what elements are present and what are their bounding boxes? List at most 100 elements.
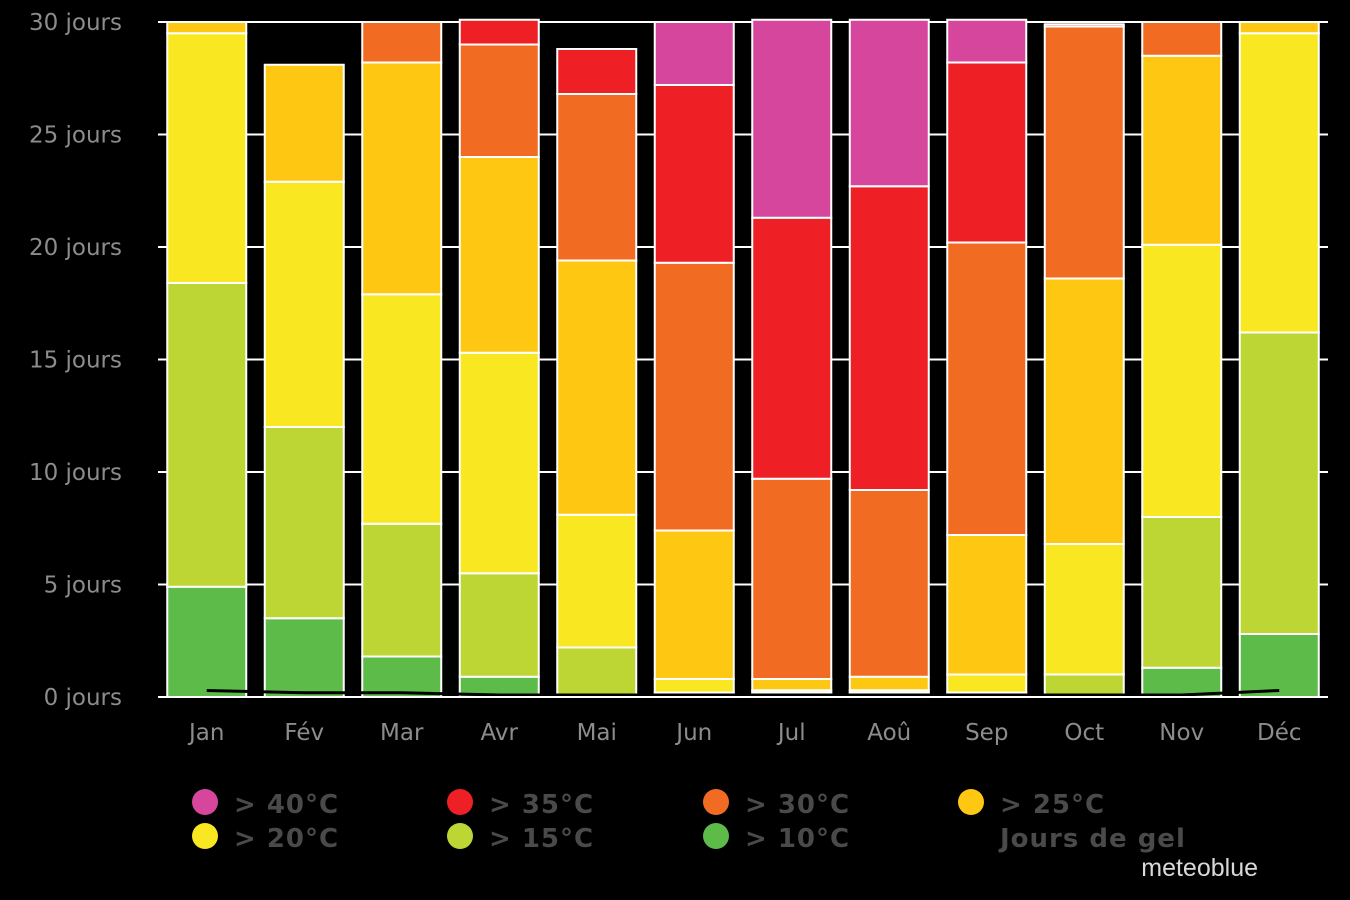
bar-segment-avr-30-c [458,43,540,158]
bar-segment-avr-25-c [458,156,540,354]
y-tick-label: 30 jours [29,10,122,36]
legend-item-20-c: > 20°C [192,823,339,854]
legend-swatch [703,823,729,849]
bar-segment-d-c-10-c [1238,633,1320,698]
bar-segment-mai-30-c [556,93,638,262]
bar-segment-jun-25-c [653,529,735,680]
bar-stack-f-v [263,63,345,698]
bar-segment-mar-30-c [361,21,443,64]
y-tick-label: 20 jours [29,235,122,261]
bar-segment-jan-15-c [166,282,248,588]
bar-segment-oct-35-c [1043,23,1125,28]
frost-days-line [206,689,1280,697]
y-tick-label: 15 jours [29,348,122,374]
x-tick-label: Avr [481,720,519,746]
x-tick-label: Fév [284,720,324,746]
bar-segment-jan-25-c [166,21,248,35]
bar-stack-mar [361,21,443,698]
bar-segment-jun-40-c [653,21,735,86]
bar-stack-d-c [1238,21,1320,698]
bar-segment-mai-35-c [556,48,638,95]
legend-label: > 35°C [489,790,594,820]
x-axis: Jan Fév Mar Avr Mai Jun Jul Aoû Sep Oct Nov Déc [187,720,1301,746]
bar-stack-jul [751,18,833,698]
bar-segment-jan-20-c [166,32,248,284]
bar-segment-jan-10-c [166,585,248,698]
bar-stack-oct [1043,23,1125,698]
bar-segment-ao-30-c [848,489,930,678]
bar-segment-sep-40-c [946,18,1028,64]
y-tick-label: 5 jours [44,573,122,599]
legend: > 40°C > 35°C > 30°C > 25°C > 20°C > 15°C > 10… [192,789,1186,854]
legend-swatch [958,789,984,815]
legend-label: Jours de gel [998,824,1186,854]
x-tick-label: Oct [1064,720,1104,746]
legend-label: > 40°C [234,790,339,820]
y-tick-label: 0 jours [44,685,122,711]
legend-item-25-c: > 25°C [958,789,1105,820]
bar-segment-mai-20-c [556,513,638,649]
bar-stack-ao [848,18,930,698]
bar-segment-d-c-25-c [1238,21,1320,35]
bar-segment-nov-25-c [1141,54,1223,246]
bar-segment-mai-15-c [556,646,638,696]
bar-segment-mar-25-c [361,61,443,296]
bar-segment-sep-20-c [946,673,1028,694]
bar-segment-mar-10-c [361,655,443,698]
bar-segment-mar-20-c [361,293,443,525]
x-tick-label: Aoû [867,720,911,746]
x-tick-label: Mai [577,720,617,746]
x-tick-label: Nov [1159,720,1204,746]
y-tick-label: 25 jours [29,123,122,149]
bar-stack-mai [556,48,638,698]
legend-label: > 15°C [489,824,594,854]
bar-segment-mar-15-c [361,522,443,658]
bar-segment-f-v-25-c [263,63,345,183]
x-tick-label: Mar [380,720,424,746]
legend-swatch [192,823,218,849]
legend-label: > 30°C [745,790,850,820]
legend-item-15-c: > 15°C [447,823,594,854]
x-tick-label: Jul [776,720,806,746]
bar-segment-jun-30-c [653,261,735,532]
bar-segment-jul-30-c [751,477,833,680]
x-tick-label: Jan [187,720,224,746]
bar-segment-jul-25-c [751,678,833,692]
bar-segment-avr-20-c [458,351,540,575]
bar-segment-f-v-20-c [263,180,345,428]
bar-segment-jul-35-c [751,216,833,480]
gridlines [158,21,1328,586]
bar-segment-d-c-20-c [1238,32,1320,334]
legend-label: > 25°C [1000,790,1105,820]
bar-segment-sep-30-c [946,241,1028,536]
bar-segment-sep-35-c [946,61,1028,244]
bar-segment-oct-30-c [1043,25,1125,280]
legend-item-10-c: > 10°C [703,823,850,854]
bar-segment-nov-30-c [1141,21,1223,57]
legend-swatch [192,789,218,815]
bar-segment-ao-25-c [848,675,930,692]
bar-segment-avr-35-c [458,18,540,46]
legend-label: > 20°C [234,824,339,854]
bar-stack-jan [166,21,248,698]
frost-days-series [206,689,1280,697]
bar-segment-ao-40-c [848,18,930,188]
legend-item-jours-de-gel: Jours de gel [998,824,1186,854]
x-tick-label: Jun [674,720,712,746]
bars [166,18,1320,698]
legend-label: > 10°C [745,824,850,854]
bar-stack-avr [458,18,540,698]
x-tick-label: Sep [965,720,1008,746]
bar-segment-d-c-15-c [1238,331,1320,635]
legend-swatch [703,789,729,815]
legend-item-30-c: > 30°C [703,789,850,820]
bar-segment-ao-35-c [848,185,930,491]
bar-segment-nov-20-c [1141,243,1223,518]
y-axis: 0 jours 5 jours 10 jours 15 jours 20 jours 25… [29,10,122,711]
bar-stack-jun [653,21,735,698]
bar-segment-mai-25-c [556,259,638,516]
bar-segment-nov-15-c [1141,516,1223,669]
bar-segment-oct-25-c [1043,277,1125,545]
bar-segment-sep-25-c [946,534,1028,676]
legend-item-40-c: > 40°C [192,789,339,820]
